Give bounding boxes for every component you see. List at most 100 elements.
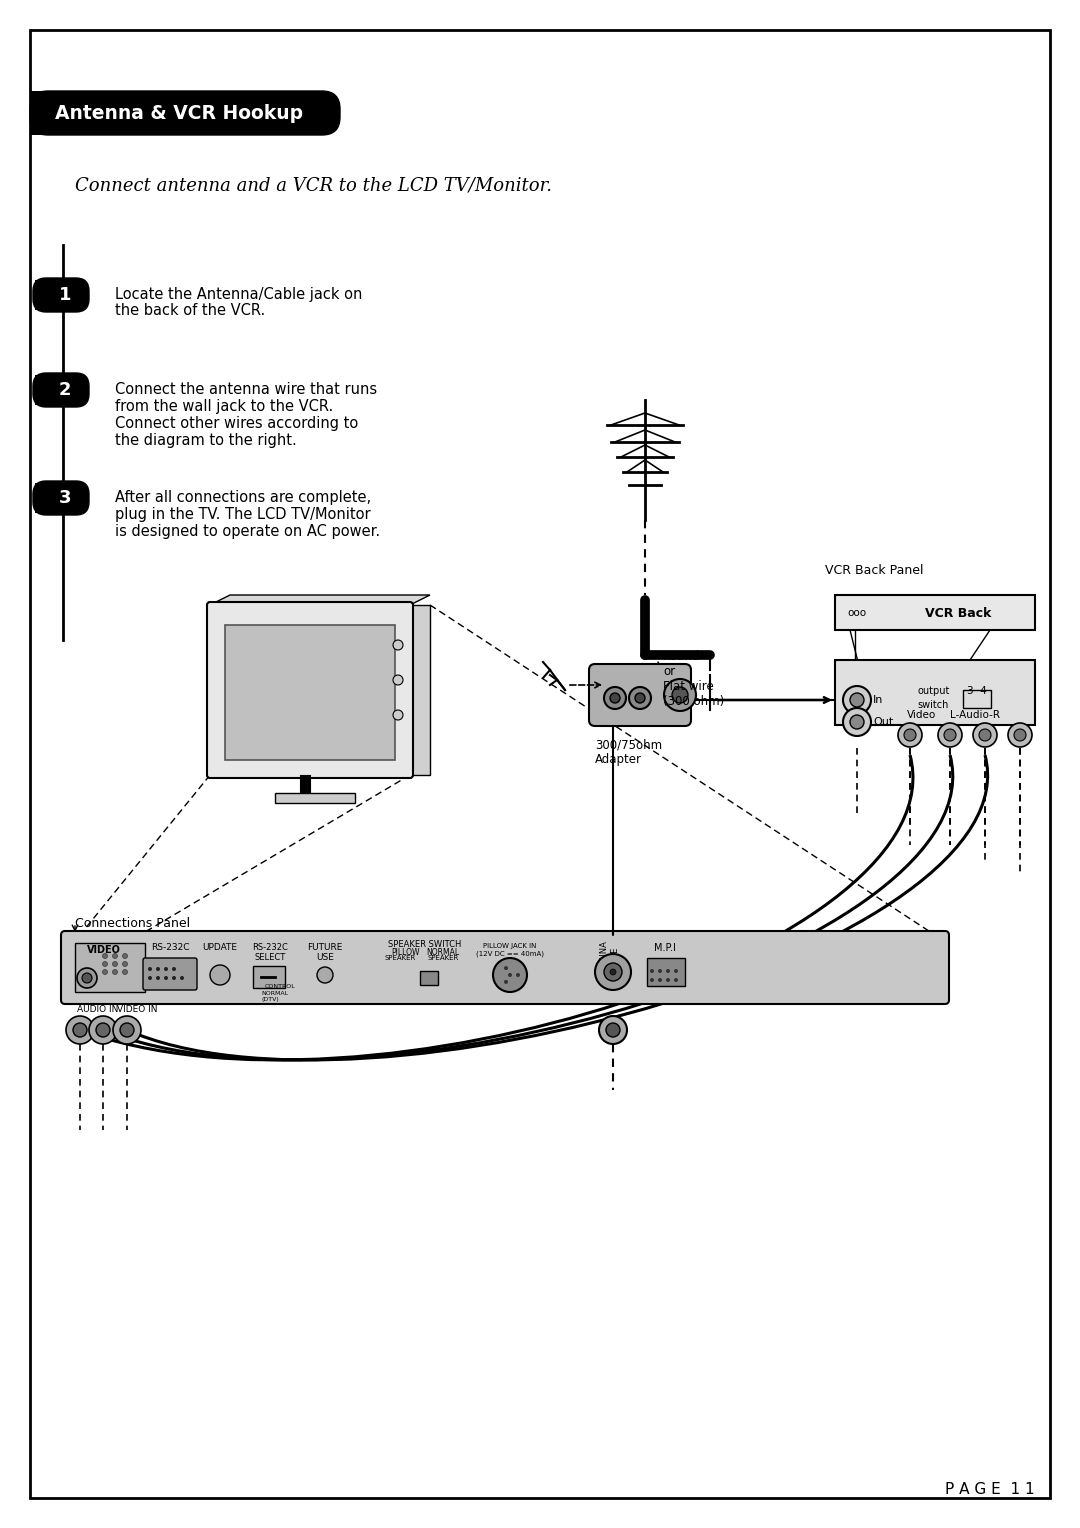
Text: M.P.I: M.P.I	[654, 943, 676, 953]
Circle shape	[610, 694, 620, 703]
FancyBboxPatch shape	[143, 958, 197, 990]
Circle shape	[122, 961, 127, 967]
Text: UPDATE: UPDATE	[203, 943, 238, 952]
Text: 2: 2	[58, 380, 71, 399]
Bar	[275, 793, 355, 804]
Text: Video: Video	[907, 711, 936, 720]
Text: the diagram to the right.: the diagram to the right.	[114, 432, 297, 448]
Circle shape	[508, 973, 512, 976]
Text: SPEAKER: SPEAKER	[384, 955, 416, 961]
Text: is designed to operate on AC power.: is designed to operate on AC power.	[114, 524, 380, 539]
Text: RS-232C
SELECT: RS-232C SELECT	[252, 943, 288, 963]
Text: 3: 3	[58, 489, 71, 507]
Circle shape	[604, 963, 622, 981]
Circle shape	[120, 1024, 134, 1038]
Text: PILLOW JACK IN
(12V DC == 40mA): PILLOW JACK IN (12V DC == 40mA)	[476, 943, 544, 957]
Circle shape	[112, 953, 118, 958]
Text: 300/75ohm: 300/75ohm	[595, 738, 662, 750]
Circle shape	[674, 969, 678, 973]
Circle shape	[103, 961, 108, 967]
Circle shape	[843, 686, 870, 714]
Circle shape	[122, 953, 127, 958]
Circle shape	[606, 1024, 620, 1038]
Circle shape	[1014, 729, 1026, 741]
Circle shape	[112, 969, 118, 975]
Circle shape	[393, 675, 403, 685]
Text: PILLOW: PILLOW	[391, 947, 419, 957]
Text: NORMAL
(DTV): NORMAL (DTV)	[261, 992, 288, 1002]
Circle shape	[318, 967, 333, 983]
Circle shape	[843, 707, 870, 736]
Circle shape	[516, 973, 519, 976]
Circle shape	[650, 969, 654, 973]
Circle shape	[650, 978, 654, 983]
Circle shape	[1008, 723, 1032, 747]
Circle shape	[122, 969, 127, 975]
Text: Round: Round	[663, 649, 700, 663]
Circle shape	[666, 978, 670, 983]
Bar	[75, 943, 145, 992]
Text: RS-232C: RS-232C	[151, 943, 189, 952]
Circle shape	[973, 723, 997, 747]
Circle shape	[164, 976, 168, 979]
Text: SPEAKER: SPEAKER	[428, 955, 459, 961]
Text: output: output	[917, 686, 949, 695]
Text: Connections Panel: Connections Panel	[75, 917, 190, 929]
Text: ooo: ooo	[847, 608, 866, 617]
Polygon shape	[410, 605, 430, 775]
Circle shape	[89, 1016, 117, 1044]
Circle shape	[96, 1024, 110, 1038]
FancyBboxPatch shape	[33, 373, 89, 406]
Circle shape	[66, 1016, 94, 1044]
Text: FUTURE
USE: FUTURE USE	[308, 943, 342, 963]
Circle shape	[492, 958, 527, 992]
Circle shape	[850, 694, 864, 707]
Circle shape	[156, 976, 160, 979]
Circle shape	[674, 978, 678, 983]
FancyBboxPatch shape	[33, 481, 89, 515]
Circle shape	[658, 969, 662, 973]
Circle shape	[77, 969, 97, 989]
Text: Connect the antenna wire that runs: Connect the antenna wire that runs	[114, 382, 377, 397]
Text: VIDEO IN: VIDEO IN	[117, 1005, 158, 1015]
Circle shape	[103, 969, 108, 975]
Circle shape	[103, 953, 108, 958]
Circle shape	[180, 976, 184, 979]
Circle shape	[897, 723, 922, 747]
Text: CONTROL: CONTROL	[265, 984, 296, 989]
Bar	[963, 691, 991, 707]
Circle shape	[664, 678, 696, 711]
Circle shape	[172, 976, 176, 979]
Circle shape	[393, 711, 403, 720]
Circle shape	[210, 966, 230, 986]
Text: VCR Back: VCR Back	[924, 607, 991, 619]
Text: 1: 1	[58, 286, 71, 304]
Bar	[35, 280, 50, 310]
Text: Adapter: Adapter	[595, 753, 642, 766]
Text: Antenna & VCR Hookup: Antenna & VCR Hookup	[55, 104, 303, 122]
FancyBboxPatch shape	[589, 665, 691, 726]
Bar	[420, 970, 438, 986]
Bar	[647, 958, 685, 986]
Circle shape	[635, 694, 645, 703]
Bar	[253, 966, 285, 989]
Text: ANTENNA
CABLE: ANTENNA CABLE	[600, 940, 620, 981]
Circle shape	[595, 953, 631, 990]
Bar	[835, 660, 1035, 724]
Circle shape	[164, 967, 168, 970]
Circle shape	[939, 723, 962, 747]
Circle shape	[658, 978, 662, 983]
Text: L-Audio-R: L-Audio-R	[950, 711, 1000, 720]
Circle shape	[504, 966, 508, 970]
Circle shape	[672, 688, 688, 703]
Text: plug in the TV. The LCD TV/Monitor: plug in the TV. The LCD TV/Monitor	[114, 507, 370, 523]
Text: AUDIO IN: AUDIO IN	[77, 1005, 119, 1015]
Text: Connect other wires according to: Connect other wires according to	[114, 416, 359, 431]
Circle shape	[904, 729, 916, 741]
Bar	[35, 374, 50, 405]
Text: After all connections are complete,: After all connections are complete,	[114, 490, 372, 504]
Text: 3  4: 3 4	[967, 686, 987, 695]
Text: or: or	[663, 665, 675, 678]
Circle shape	[148, 976, 152, 979]
Text: In: In	[873, 695, 883, 704]
